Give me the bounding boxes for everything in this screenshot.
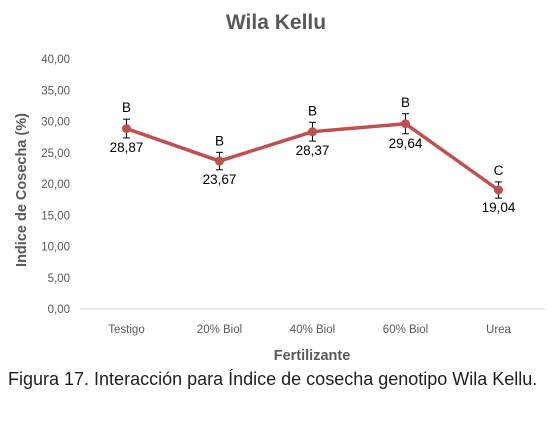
significance-letter: B	[308, 103, 317, 118]
series-line: 28,87 B 23,67 B 28,37 B 29,64 B 19,04 C	[110, 95, 516, 215]
y-tick-label: 40,00	[41, 54, 70, 66]
x-tick-label: 20% Biol	[197, 324, 242, 336]
significance-letter: C	[494, 163, 504, 178]
y-tick-label: 30,00	[41, 117, 70, 129]
y-tick-label: 35,00	[41, 85, 70, 97]
data-label: 28,87	[110, 140, 144, 155]
chart-title: Wila Kellu	[226, 11, 326, 34]
data-label: 19,04	[482, 200, 516, 215]
data-label: 23,67	[203, 172, 237, 187]
data-point	[122, 124, 131, 134]
data-label: 28,37	[296, 143, 330, 158]
y-tick-label: 10,00	[41, 242, 70, 254]
x-tick-label: Testigo	[108, 324, 144, 336]
significance-letter: B	[122, 100, 131, 115]
significance-letter: B	[401, 95, 410, 110]
x-tick-label: 40% Biol	[290, 324, 335, 336]
chart: Wila Kellu Indice de Cosecha (%) Fertili…	[14, 11, 545, 364]
x-axis-ticks: Testigo 20% Biol 40% Biol 60% Biol Urea	[108, 324, 511, 336]
y-axis-title: Indice de Cosecha (%)	[14, 113, 30, 267]
y-tick-label: 20,00	[41, 179, 70, 191]
data-point	[401, 119, 410, 129]
y-tick-label: 5,00	[48, 273, 70, 285]
x-tick-label: 60% Biol	[383, 324, 428, 336]
y-tick-label: 0,00	[48, 304, 70, 316]
x-tick-label: Urea	[486, 324, 512, 336]
significance-letter: B	[215, 133, 224, 148]
figure-caption: Figura 17. Interacción para Índice de co…	[8, 369, 538, 389]
data-point	[215, 156, 224, 166]
data-point	[308, 127, 317, 137]
y-tick-label: 15,00	[41, 210, 70, 222]
data-label: 29,64	[389, 136, 423, 151]
y-tick-label: 25,00	[41, 148, 70, 160]
y-axis-ticks: 0,00 5,00 10,00 15,00 20,00 25,00 30,00 35,00 40…	[41, 54, 70, 316]
data-point	[494, 185, 503, 195]
x-axis-title: Fertilizante	[274, 348, 351, 364]
